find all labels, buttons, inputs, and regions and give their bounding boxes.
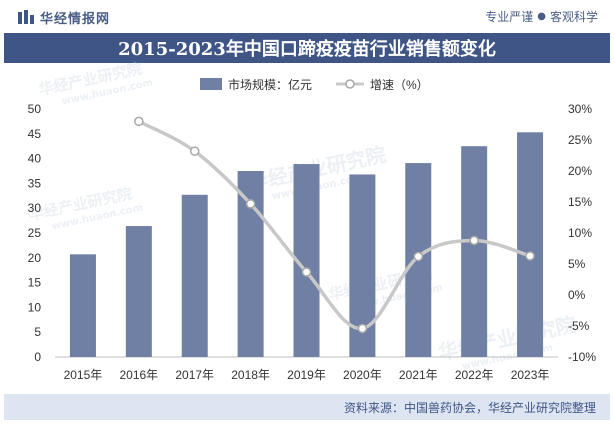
x-tick-label: 2021年: [399, 368, 438, 382]
y-left-tick-label: 15: [28, 276, 42, 290]
bar: [517, 132, 544, 357]
x-tick-label: 2020年: [343, 368, 382, 382]
y-left-tick-label: 20: [28, 251, 42, 265]
chart-title: 2015-2023年中国口蹄疫疫苗行业销售额变化: [4, 33, 610, 63]
y-right-tick-label: -10%: [568, 350, 596, 364]
x-tick-label: 2017年: [175, 368, 214, 382]
x-tick-label: 2023年: [511, 368, 550, 382]
growth-point: [357, 323, 368, 334]
y-left-tick-label: 5: [34, 325, 41, 339]
bar: [69, 254, 96, 357]
bar: [237, 171, 264, 357]
x-tick-label: 2016年: [119, 368, 158, 382]
y-right-tick-label: 0%: [568, 288, 586, 302]
top-bar: 华经情报网 专业严谨 ● 客观科学: [0, 0, 614, 32]
bar: [125, 226, 152, 357]
x-tick-label: 2018年: [231, 368, 270, 382]
y-right-tick-label: -5%: [568, 319, 590, 333]
growth-point: [134, 116, 144, 127]
slogan-right: 客观科学: [549, 10, 598, 24]
x-tick-label: 2019年: [287, 368, 326, 382]
y-right-tick-label: 30%: [568, 102, 592, 116]
growth-point: [189, 146, 200, 156]
y-left-tick-label: 45: [28, 127, 42, 141]
y-left-tick-label: 10: [28, 300, 42, 314]
source-text: 资料来源：中国兽药协会，华经产业研究院整理: [343, 400, 596, 415]
y-right-tick-label: 10%: [568, 226, 592, 240]
y-right-tick-label: 25%: [568, 133, 592, 147]
line-series: [134, 116, 535, 334]
y-left-tick-label: 25: [28, 226, 42, 240]
growth-point: [413, 251, 424, 262]
slogan-left: 专业严谨: [485, 10, 534, 24]
y-left-tick-label: 0: [34, 350, 41, 364]
growth-line: [138, 119, 531, 331]
brand-name: 华经情报网: [40, 11, 111, 27]
legend-bar-swatch: [200, 78, 222, 90]
x-tick-label: 2022年: [455, 368, 494, 382]
y-right-tick-label: 15%: [568, 195, 592, 209]
slogan-dot: ●: [537, 11, 546, 22]
brand-logo-icon: [18, 10, 34, 24]
growth-point: [301, 267, 312, 277]
y-left-tick-label: 35: [28, 176, 42, 190]
brand: 华经情报网: [18, 8, 111, 27]
growth-point: [469, 235, 479, 246]
y-left-tick-label: 50: [28, 102, 42, 116]
growth-point: [245, 199, 256, 209]
x-tick-label: 2015年: [64, 368, 103, 382]
y-left-tick-label: 40: [28, 152, 42, 166]
legend: 市场规模：亿元 增速（%）: [200, 77, 429, 92]
legend-line-marker: [345, 79, 355, 89]
y-right-tick-label: 5%: [568, 257, 586, 271]
slogan: 专业严谨 ● 客观科学: [485, 8, 598, 25]
bar: [461, 146, 488, 357]
legend-bar-label: 市场规模：亿元: [228, 77, 312, 92]
legend-line-label: 增速（%）: [370, 78, 429, 92]
bar: [181, 194, 208, 357]
y-left-tick-label: 30: [28, 201, 42, 215]
y-right-tick-label: 20%: [568, 164, 592, 178]
source-footer: 资料来源：中国兽药协会，华经产业研究院整理: [4, 394, 610, 420]
growth-point: [525, 251, 535, 261]
